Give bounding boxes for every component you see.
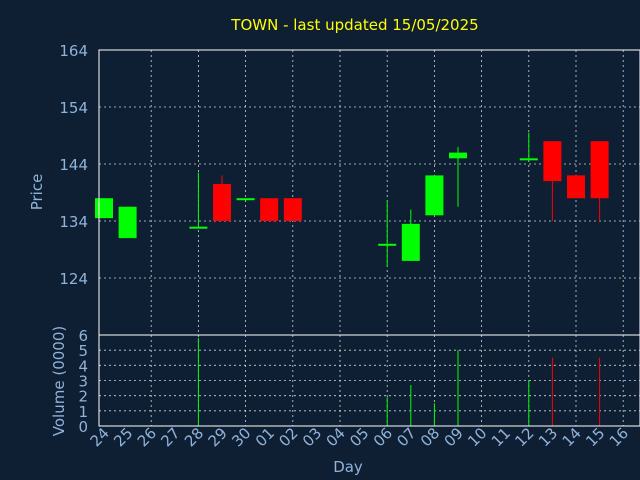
x-tick-label: 03 — [299, 424, 325, 450]
x-tick-label: 07 — [393, 424, 419, 450]
price-tick-label: 124 — [59, 270, 88, 288]
x-tick-label: 01 — [252, 424, 278, 450]
volume-bars — [197, 338, 601, 426]
chart-title: TOWN - last updated 15/05/2025 — [230, 16, 478, 34]
candle-body — [519, 158, 538, 161]
price-tick-label: 164 — [59, 42, 88, 60]
x-tick-label: 15 — [582, 424, 608, 450]
x-tick-label: 12 — [511, 424, 537, 450]
x-tick-label: 26 — [134, 424, 160, 450]
price-tick-label: 144 — [59, 156, 88, 174]
volume-tick-label: 3 — [78, 373, 88, 391]
volume-tick-label: 1 — [78, 403, 88, 421]
candle-body — [118, 206, 137, 239]
x-tick-label: 27 — [157, 424, 183, 450]
candle-body — [260, 198, 279, 221]
x-tick-label: 25 — [110, 424, 136, 450]
volume-axis-label: Volume (0000) — [50, 326, 68, 436]
x-tick-label: 08 — [417, 424, 443, 450]
x-tick-label: 04 — [323, 424, 349, 450]
x-tick-label: 16 — [606, 424, 632, 450]
volume-tick-label: 5 — [78, 342, 88, 360]
volume-tick-label: 0 — [78, 418, 88, 436]
volume-tick-label: 6 — [78, 327, 88, 345]
candle-body — [567, 175, 585, 199]
x-tick-label: 28 — [181, 424, 207, 450]
x-tick-label: 30 — [228, 424, 254, 450]
candle-body — [378, 243, 397, 246]
candles — [95, 132, 609, 267]
price-grid — [99, 49, 640, 335]
candle-body — [213, 183, 231, 221]
volume-panel-frame — [98, 334, 640, 427]
candle-body — [236, 198, 255, 201]
x-tick-label: 24 — [87, 424, 113, 450]
volume-tick-label: 2 — [78, 388, 88, 406]
x-tick-label: 05 — [346, 424, 372, 450]
x-tick-label: 11 — [488, 424, 514, 450]
x-tick-label: 06 — [370, 424, 396, 450]
x-tick-label: 02 — [275, 424, 301, 450]
candle-body — [283, 198, 302, 221]
candle-body — [95, 198, 113, 219]
price-tick-label: 134 — [59, 213, 88, 231]
volume-tick-label: 4 — [78, 357, 88, 375]
x-tick-labels: 2425262728293001020304050607080910111213… — [87, 424, 632, 450]
candle-body — [401, 223, 420, 261]
volume-grid — [99, 334, 640, 427]
price-tick-labels: 124 134 144 154 164 — [59, 42, 88, 288]
price-tick-label: 154 — [59, 99, 88, 117]
x-axis-label: Day — [333, 458, 363, 476]
candle-body — [590, 141, 609, 199]
candle-body — [449, 152, 467, 159]
price-axis-label: Price — [28, 174, 46, 211]
candle-body — [189, 226, 208, 229]
candle-body — [543, 141, 562, 182]
x-tick-label: 14 — [559, 424, 585, 450]
x-tick-label: 29 — [205, 424, 231, 450]
candle-body — [425, 175, 444, 216]
x-tick-label: 09 — [441, 424, 467, 450]
price-panel-frame — [98, 49, 640, 336]
x-tick-label: 10 — [464, 424, 490, 450]
x-tick-label: 13 — [535, 424, 561, 450]
